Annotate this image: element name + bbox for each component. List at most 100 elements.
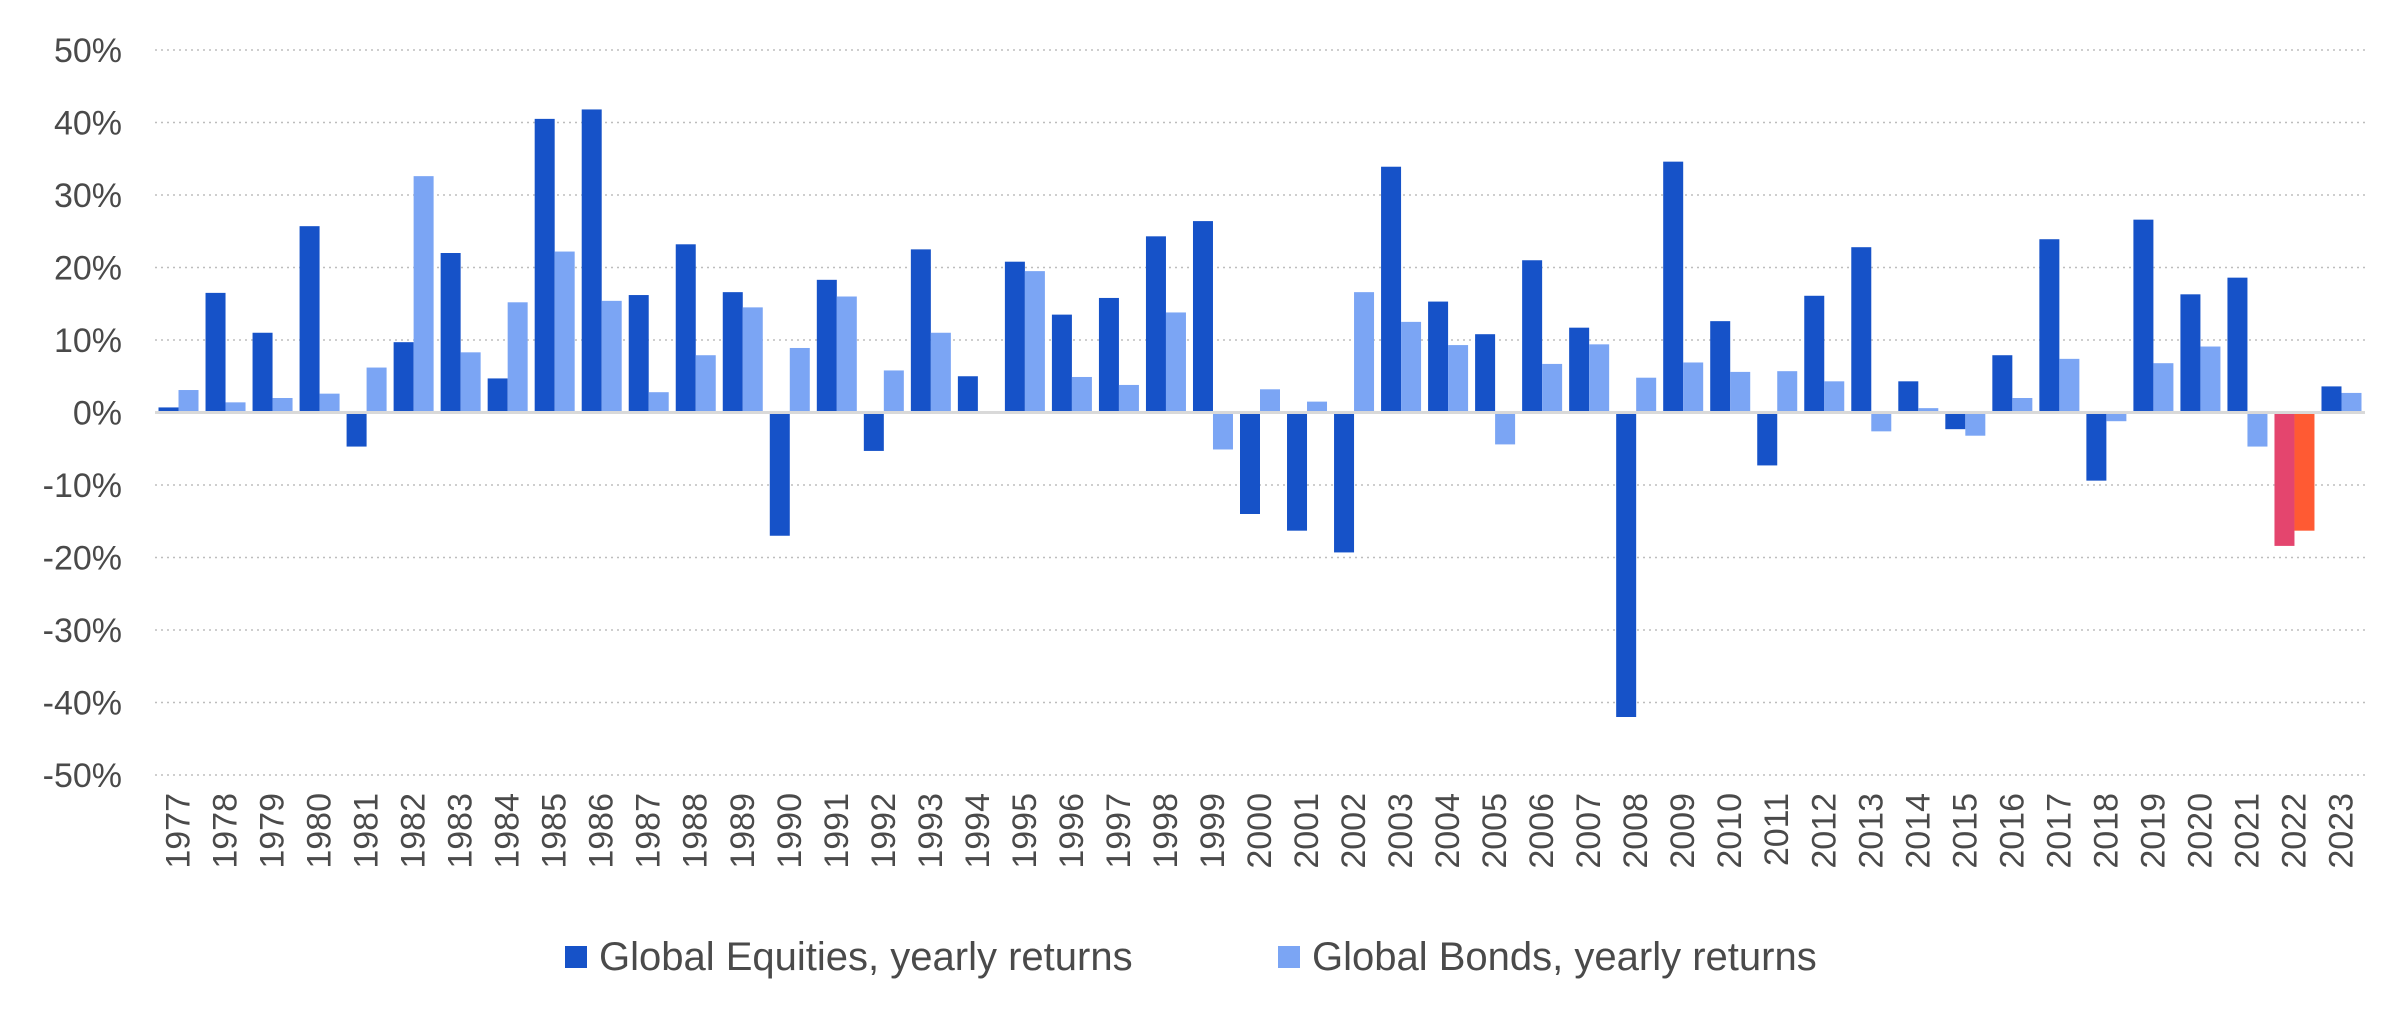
bonds-bar-1987 <box>648 392 669 413</box>
bonds-bar-2022 <box>2294 412 2315 531</box>
bonds-bar-1991 <box>836 296 857 413</box>
x-tick-label: 2002 <box>1335 793 1373 869</box>
x-tick-label: 2020 <box>2181 793 2219 869</box>
equities-bar-2005 <box>1475 334 1496 413</box>
x-tick-label: 1994 <box>959 793 997 869</box>
x-tick-label: 1993 <box>912 793 950 869</box>
x-tick-label: 2023 <box>2322 793 2360 869</box>
y-tick-label: 40% <box>54 105 122 143</box>
bonds-bar-2018 <box>2106 412 2127 422</box>
bonds-bar-1985 <box>554 251 575 413</box>
bonds-bar-1990 <box>789 347 810 413</box>
equities-bar-2013 <box>1851 247 1872 413</box>
bonds-bar-1977 <box>178 390 199 413</box>
x-tick-label: 2017 <box>2040 793 2078 869</box>
bonds-bar-1997 <box>1118 384 1139 413</box>
bars <box>158 109 2362 717</box>
bonds-bar-1988 <box>695 355 716 413</box>
equities-bar-2014 <box>1898 381 1919 413</box>
equities-bar-1995 <box>1004 261 1025 413</box>
equities-bar-1994 <box>957 376 978 413</box>
equities-bar-2010 <box>1710 321 1731 413</box>
x-tick-label: 1977 <box>160 793 198 869</box>
bonds-bar-2013 <box>1871 412 1892 432</box>
bonds-bar-2005 <box>1495 412 1516 445</box>
y-axis-tick-labels: 50% 40% 30% 20% 10% 0% -10% -20% -30% -40% -50% <box>43 32 122 795</box>
equities-bar-1993 <box>910 249 931 413</box>
x-tick-label: 1999 <box>1194 793 1232 869</box>
x-tick-label: 1992 <box>865 793 903 869</box>
y-tick-label: -50% <box>43 757 122 795</box>
y-tick-label: 20% <box>54 250 122 288</box>
x-tick-label: 1988 <box>677 793 715 869</box>
bonds-bar-2010 <box>1730 371 1751 413</box>
equities-bar-1982 <box>393 342 414 413</box>
bonds-bar-2009 <box>1683 362 1704 413</box>
bonds-bar-1999 <box>1212 412 1233 450</box>
y-tick-label: 30% <box>54 177 122 215</box>
x-tick-label: 2011 <box>1758 793 1796 866</box>
bonds-bar-2001 <box>1307 401 1328 413</box>
x-tick-label: 1984 <box>489 793 527 869</box>
equities-bar-1990 <box>769 412 790 536</box>
x-tick-label: 2015 <box>1946 793 1984 869</box>
equities-bar-2023 <box>2321 386 2342 413</box>
x-tick-label: 2019 <box>2134 793 2172 869</box>
x-tick-label: 1990 <box>771 793 809 869</box>
equities-bar-2019 <box>2133 219 2154 413</box>
equities-bar-2004 <box>1428 301 1449 413</box>
bonds-bar-1998 <box>1165 312 1186 413</box>
equities-bar-2011 <box>1757 412 1778 466</box>
bonds-bar-2016 <box>2012 398 2033 413</box>
equities-bar-2012 <box>1804 295 1825 413</box>
equities-bar-2008 <box>1616 412 1637 717</box>
bonds-bar-1984 <box>507 302 528 413</box>
legend-label-equities: Global Equities, yearly returns <box>599 935 1133 979</box>
equities-bar-1986 <box>581 109 602 413</box>
y-tick-label: -40% <box>43 685 122 723</box>
legend-label-bonds: Global Bonds, yearly returns <box>1312 935 1817 979</box>
legend: Global Equities, yearly returns Global Bo… <box>565 935 1817 979</box>
bonds-bar-2002 <box>1354 292 1375 413</box>
x-tick-label: 1996 <box>1053 793 1091 869</box>
bonds-bar-1996 <box>1071 376 1092 413</box>
bonds-bar-1978 <box>225 402 246 413</box>
bonds-bar-2019 <box>2153 363 2174 413</box>
x-tick-label: 2012 <box>1805 793 1843 869</box>
bonds-bar-2008 <box>1636 377 1657 413</box>
equities-bar-1991 <box>816 279 837 413</box>
legend-swatch-bonds <box>1278 946 1300 968</box>
equities-bar-1989 <box>722 292 743 413</box>
x-tick-label: 1989 <box>724 793 762 869</box>
bonds-bar-1989 <box>742 307 763 413</box>
equities-bar-2022 <box>2274 412 2295 546</box>
x-tick-label: 2018 <box>2087 793 2125 869</box>
bonds-bar-1986 <box>601 300 622 413</box>
bonds-bar-2015 <box>1965 412 1986 436</box>
equities-bar-1980 <box>299 226 320 413</box>
x-tick-label: 1979 <box>254 793 292 869</box>
bonds-bar-2004 <box>1448 345 1469 413</box>
equities-bar-2015 <box>1945 412 1966 430</box>
equities-bar-2006 <box>1522 260 1543 413</box>
equities-bar-2003 <box>1381 166 1402 413</box>
equities-bar-1984 <box>487 378 508 413</box>
x-tick-label: 1991 <box>818 793 856 869</box>
equities-bar-1988 <box>675 244 696 413</box>
x-tick-label: 2013 <box>1852 793 1890 869</box>
equities-bar-2018 <box>2086 412 2107 481</box>
equities-bar-2001 <box>1287 412 1308 531</box>
bonds-bar-2023 <box>2341 392 2362 413</box>
x-tick-label: 2004 <box>1429 793 1467 869</box>
x-tick-label: 1980 <box>301 793 339 869</box>
equities-bar-1985 <box>534 118 555 413</box>
equities-bar-1979 <box>252 332 273 413</box>
x-tick-label: 2001 <box>1288 793 1326 869</box>
bonds-bar-2007 <box>1589 344 1610 413</box>
equities-bar-1992 <box>863 412 884 451</box>
bonds-bar-1979 <box>272 398 293 413</box>
equities-bar-1999 <box>1192 221 1213 413</box>
equities-bar-2009 <box>1663 161 1684 413</box>
equities-bar-2020 <box>2180 294 2201 413</box>
